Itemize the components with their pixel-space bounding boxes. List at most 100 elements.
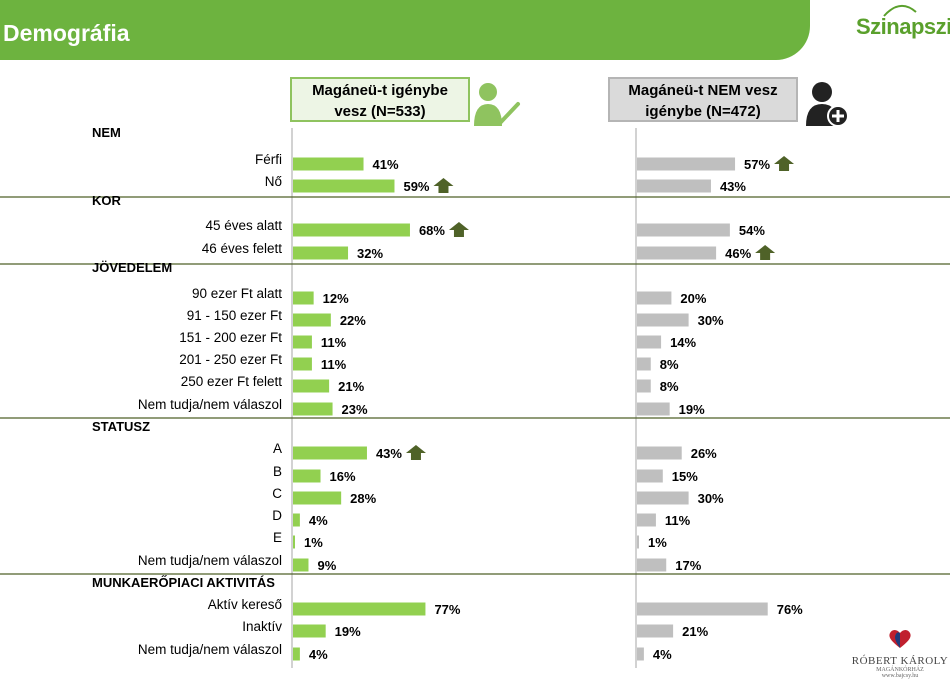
- row-label: 250 ezer Ft felett: [181, 374, 283, 389]
- data-label: 43%: [376, 446, 402, 461]
- data-label: 11%: [665, 513, 691, 528]
- row-label: 201 - 250 ezer Ft: [179, 352, 282, 367]
- bar-users: [293, 223, 410, 237]
- data-label: 43%: [720, 179, 746, 194]
- data-label: 4%: [309, 513, 328, 528]
- bar-nonusers: [637, 379, 651, 393]
- bar-nonusers: [637, 223, 730, 237]
- up-arrow-icon: [448, 222, 469, 237]
- data-label: 12%: [323, 291, 349, 306]
- data-label: 19%: [679, 402, 705, 417]
- row-label: Férfi: [255, 152, 282, 167]
- row-label: 45 éves alatt: [205, 218, 282, 233]
- data-label: 8%: [660, 357, 679, 372]
- row-label: D: [272, 508, 282, 523]
- bar-nonusers: [637, 179, 711, 193]
- bar-nonusers: [637, 469, 663, 483]
- column-header-nonusers-line1: Magáneü-t NEM vesz: [628, 82, 778, 99]
- bar-nonusers: [637, 602, 768, 616]
- data-label: 41%: [373, 157, 399, 172]
- bar-users: [293, 179, 395, 193]
- data-label: 8%: [660, 379, 679, 394]
- data-label: 68%: [419, 223, 445, 238]
- column-header-nonusers-line2: igénybe (N=472): [645, 103, 761, 120]
- row-label: Nem tudja/nem válaszol: [138, 397, 282, 412]
- bar-users: [293, 402, 333, 416]
- data-label: 32%: [357, 246, 383, 261]
- bar-nonusers: [637, 535, 639, 549]
- page-title: Demográfia: [3, 20, 130, 46]
- bar-nonusers: [637, 357, 651, 371]
- bar-users: [293, 335, 312, 349]
- bar-users: [293, 624, 326, 638]
- row-label: 90 ezer Ft alatt: [192, 286, 282, 301]
- data-label: 46%: [725, 246, 751, 261]
- row-label: 91 - 150 ezer Ft: [187, 308, 283, 323]
- bar-nonusers: [637, 491, 689, 505]
- logo-subtitle: MAGÁNKÓRHÁZ: [876, 667, 924, 673]
- group-title: NEM: [92, 125, 121, 140]
- column-header-users-line2: vesz (N=533): [334, 103, 426, 120]
- group-title: JÖVEDELEM: [92, 260, 172, 275]
- bar-users: [293, 469, 321, 483]
- row-label: 151 - 200 ezer Ft: [179, 330, 282, 345]
- bar-nonusers: [637, 624, 674, 638]
- data-label: 17%: [675, 558, 701, 573]
- column-header-users: Magáneü-t igénybe vesz (N=533): [290, 77, 470, 122]
- data-label: 28%: [350, 491, 376, 506]
- row-label: Nem tudja/nem válaszol: [138, 553, 282, 568]
- row-label: Inaktív: [242, 619, 282, 634]
- group-title: MUNKAERŐPIACI AKTIVITÁS: [92, 575, 275, 590]
- row-label: Nő: [265, 174, 282, 189]
- logo-name: RÓBERT KÁROLY: [851, 655, 949, 667]
- row-label: E: [273, 530, 282, 545]
- data-label: 21%: [338, 379, 364, 394]
- bar-nonusers: [637, 558, 667, 572]
- bar-users: [293, 446, 367, 460]
- data-label: 30%: [698, 491, 724, 506]
- row-label: Aktív kereső: [208, 597, 282, 612]
- person-plus-icon: [806, 82, 849, 127]
- data-label: 14%: [670, 335, 696, 350]
- data-label: 1%: [648, 535, 667, 550]
- bar-users: [293, 491, 342, 505]
- data-label: 21%: [682, 624, 708, 639]
- up-arrow-icon: [774, 156, 795, 171]
- data-label: 23%: [342, 402, 368, 417]
- row-label: 46 éves felett: [202, 241, 283, 256]
- bar-users: [293, 379, 330, 393]
- group-title: KOR: [92, 193, 122, 208]
- person-check-icon: [474, 83, 520, 126]
- data-label: 11%: [321, 335, 347, 350]
- data-label: 54%: [739, 223, 765, 238]
- bar-nonusers: [637, 246, 717, 260]
- row-label: C: [272, 486, 282, 501]
- data-label: 77%: [434, 602, 460, 617]
- data-label: 9%: [317, 558, 336, 573]
- bar-users: [293, 357, 312, 371]
- bar-users: [293, 291, 314, 305]
- logo-tagline: www.bajcsy.hu: [881, 673, 919, 679]
- data-label: 59%: [403, 179, 429, 194]
- bar-users: [293, 313, 331, 327]
- data-label: 26%: [691, 446, 717, 461]
- row-label: A: [273, 441, 282, 456]
- data-label: 4%: [653, 647, 672, 662]
- bar-users: [293, 558, 309, 572]
- data-label: 22%: [340, 313, 366, 328]
- header-band: [0, 0, 810, 60]
- data-label: 20%: [680, 291, 706, 306]
- bar-nonusers: [637, 335, 662, 349]
- bar-nonusers: [637, 446, 682, 460]
- up-arrow-icon: [755, 245, 776, 260]
- szinapszis-logo: Szinapszis: [856, 14, 950, 39]
- data-label: 4%: [309, 647, 328, 662]
- bar-users: [293, 647, 300, 661]
- bar-nonusers: [637, 513, 656, 527]
- row-label: B: [273, 464, 282, 479]
- up-arrow-icon: [405, 445, 426, 460]
- data-label: 15%: [672, 469, 698, 484]
- bar-nonusers: [637, 313, 689, 327]
- bar-users: [293, 602, 426, 616]
